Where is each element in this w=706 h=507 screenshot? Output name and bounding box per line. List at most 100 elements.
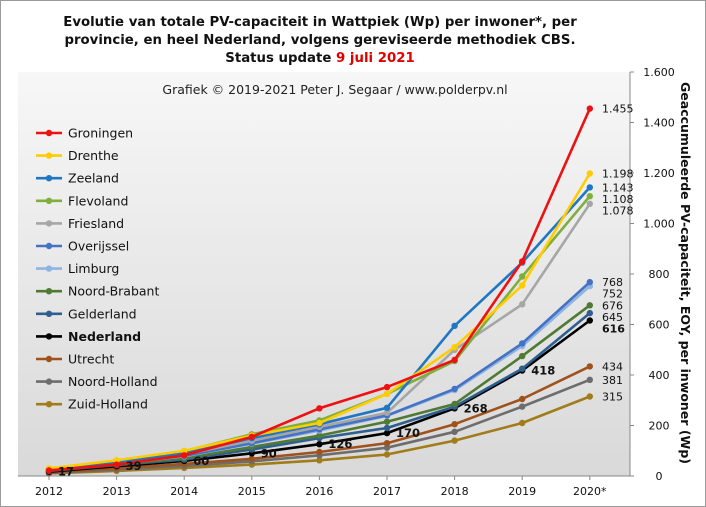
data-point	[383, 383, 391, 391]
x-tick-label: 2018	[441, 485, 469, 498]
legend-swatch-marker	[45, 310, 53, 317]
legend-swatch-marker	[45, 401, 53, 408]
data-point	[181, 452, 188, 459]
series-groningen	[45, 105, 593, 474]
x-tick-label: 2014	[170, 485, 198, 498]
data-point	[383, 404, 391, 411]
data-point	[383, 424, 391, 432]
y-axis-title: Geaccumuleerde PV-capaciteit, EOY, per i…	[678, 82, 693, 464]
data-point	[586, 193, 593, 200]
legend-item: Gelderland	[36, 306, 137, 321]
title-status-prefix: Status update	[225, 51, 337, 66]
legend-label: Groningen	[68, 126, 133, 141]
legend-label: Zeeland	[68, 171, 119, 186]
data-point	[519, 282, 526, 289]
end-label: 616	[602, 322, 625, 335]
title-status-date: 9 juli 2021	[336, 51, 415, 66]
x-tick-label: 2017	[373, 485, 401, 498]
series-layer	[45, 105, 593, 477]
series-drenthe	[45, 170, 593, 472]
legend-item: Nederland	[36, 329, 141, 344]
legend-label: Nederland	[68, 329, 141, 344]
data-point	[451, 322, 458, 329]
end-label: 1.455	[602, 103, 634, 116]
data-point	[316, 448, 323, 456]
legend-swatch-marker	[45, 175, 53, 182]
legend-item: Limburg	[36, 261, 119, 276]
legend-item: Utrecht	[36, 352, 114, 367]
data-point	[383, 451, 391, 458]
point-label: 17	[58, 465, 74, 479]
x-tick-label: 2019	[508, 485, 536, 498]
data-point	[316, 457, 323, 464]
data-point	[248, 455, 255, 462]
data-point	[586, 105, 593, 112]
y-tick-label: 1.600	[643, 66, 675, 79]
data-point	[383, 440, 391, 447]
x-tick-label: 2013	[103, 485, 131, 498]
end-label: 1.143	[602, 181, 634, 194]
legend-item: Noord-Holland	[36, 374, 158, 389]
data-point	[45, 467, 53, 474]
end-label: 1.198	[602, 168, 634, 181]
y-tick-label: 200	[649, 420, 670, 433]
data-point	[316, 441, 323, 448]
legend-item: Overijssel	[36, 239, 129, 254]
data-point	[316, 405, 323, 412]
data-point	[316, 432, 323, 439]
end-label: 315	[602, 390, 623, 403]
legend-swatch-marker	[45, 355, 53, 363]
data-point	[316, 419, 323, 427]
data-point	[451, 428, 458, 435]
chart-watermark: Grafiek © 2019-2021 Peter J. Segaar / ww…	[162, 82, 507, 97]
data-point	[519, 258, 526, 265]
legend-swatch-marker	[45, 152, 53, 159]
data-point	[586, 363, 593, 370]
data-point	[586, 376, 593, 383]
legend-label: Friesland	[68, 216, 124, 231]
data-point	[383, 409, 391, 417]
end-label: 645	[602, 311, 623, 324]
legend-label: Overijssel	[68, 239, 129, 254]
data-point	[383, 418, 391, 425]
data-point	[586, 317, 593, 324]
legend-label: Flevoland	[68, 193, 128, 208]
y-tick-label: 800	[649, 268, 670, 281]
x-tick-label: 2020*	[573, 485, 607, 498]
legend-item: Zeeland	[36, 171, 119, 186]
legend-label: Zuid-Holland	[68, 397, 148, 412]
chart-title: Evolutie van totale PV-capaciteit in Wat…	[0, 14, 640, 68]
legend-swatch-marker	[45, 129, 53, 137]
legend-swatch-marker	[45, 265, 53, 272]
end-label: 752	[602, 288, 623, 301]
legend-label: Noord-Holland	[68, 374, 158, 389]
data-point	[451, 344, 458, 351]
x-axis: 2012 2013 2014 2015 2016 2017 2018 2019 2020*	[18, 475, 630, 498]
y-tick-label: 1.000	[643, 218, 675, 231]
point-label: 39	[126, 459, 142, 473]
data-point	[113, 461, 120, 468]
legend: Groningen Drenthe Zeeland Flevoland Frieslan…	[36, 126, 159, 412]
end-label: 768	[602, 276, 623, 289]
title-line-3: Status update 9 juli 2021	[0, 50, 640, 68]
title-line-1: Evolutie van totale PV-capaciteit in Wat…	[63, 15, 577, 30]
data-point	[519, 340, 526, 347]
x-tick-label: 2015	[238, 485, 266, 498]
data-point	[586, 200, 593, 207]
data-point	[519, 403, 526, 410]
data-point	[451, 356, 458, 364]
legend-item: Drenthe	[36, 148, 119, 163]
end-label: 1.108	[602, 193, 634, 206]
data-point	[383, 444, 391, 451]
x-tick-label: 2016	[305, 485, 333, 498]
data-point	[383, 390, 391, 398]
legend-item: Friesland	[36, 216, 124, 231]
data-point	[519, 301, 526, 308]
data-point	[519, 395, 526, 403]
legend-item: Groningen	[36, 126, 133, 141]
legend-item: Noord-Brabant	[36, 284, 159, 299]
data-point	[586, 309, 593, 317]
legend-label: Drenthe	[68, 148, 119, 163]
y-tick-label: 1.400	[643, 117, 675, 130]
